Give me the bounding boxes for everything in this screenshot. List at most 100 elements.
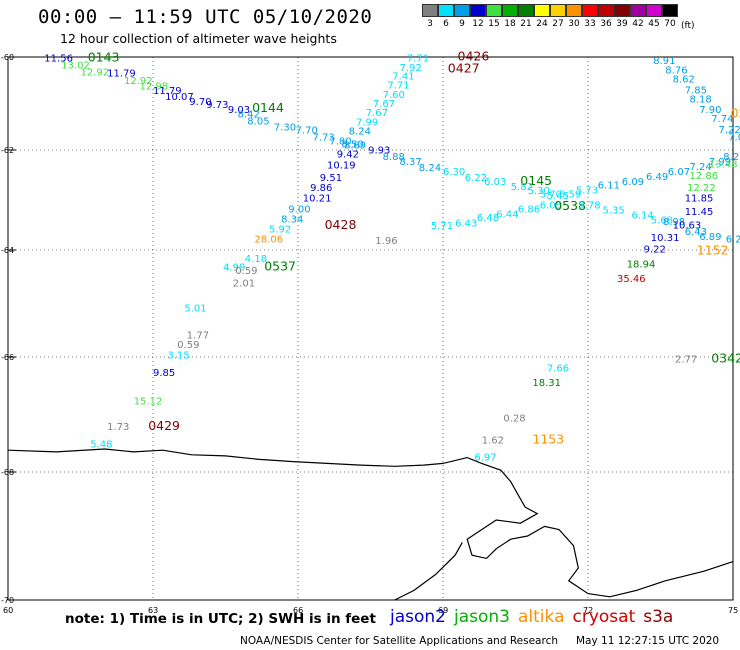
pass-time-label: 0426 [458,48,490,63]
wave-height-label: 1.96 [375,236,397,247]
wave-height-label: 11.79 [107,69,136,80]
latitude-label: -66 [1,353,14,362]
scale-label: 39 [616,19,628,29]
scale-bin: 6 [437,4,454,31]
latitude-tick [8,56,16,58]
latitude-tick [8,471,16,473]
pass-time-label: 0145 [520,173,552,188]
pass-time-label: 0342 [711,351,740,366]
scale-swatch [645,4,662,17]
pass-time-label: 1152 [697,242,729,257]
wave-height-label: 5.68 [651,216,673,227]
wave-height-label: 2.77 [675,355,697,366]
wave-height-label: 10.63 [673,221,702,232]
wave-height-label: 6.07 [668,167,690,178]
scale-swatch [421,4,438,17]
wave-height-label: 5.59 [559,190,581,201]
wave-height-label: 7.67 [366,108,388,119]
wave-height-label: 8.24 [419,163,441,174]
pass-time-label: 0143 [88,50,120,65]
scale-swatch [629,4,646,17]
scale-label: 70 [664,19,676,29]
wave-height-label: 7.67 [373,99,395,110]
wave-height-label: 8.98 [663,217,685,228]
legend-item: altika [518,607,565,627]
scale-bin: 21 [517,4,534,31]
latitude-label: -60 [1,53,14,62]
wave-height-label: 9.93 [368,146,390,157]
map-title: 00:00 – 11:59 UTC 05/10/2020 [38,6,373,28]
wave-height-label: 9.51 [320,173,342,184]
wave-height-label: 1.73 [107,422,129,433]
wave-height-label: 28.06 [255,235,284,246]
pass-time-label: 0428 [325,217,357,232]
wave-height-label: 7.85 [685,85,707,96]
wave-height-label: 5.01 [184,304,206,315]
wave-height-label: 5.70 [540,190,562,201]
scale-swatch [517,4,534,17]
wave-height-label: 8.42 [238,109,260,120]
legend-item: jason2 [390,607,446,627]
wave-height-label: 13.02 [61,61,90,72]
wave-height-label: 9.73 [206,100,228,111]
wave-height-label: 6.11 [598,181,620,192]
longitude-label: 72 [583,606,593,615]
scale-label: 36 [600,19,612,29]
wave-height-label: 9.70 [189,97,211,108]
wave-height-label: 4.18 [245,254,267,265]
wave-height-label: 8.76 [665,65,687,76]
scale-bin: 33 [581,4,598,31]
wave-height-label: 6.97 [474,453,496,464]
wave-height-label: 11.45 [685,207,714,218]
scale-label: 42 [632,19,644,29]
wave-height-label: 11.56 [44,54,73,65]
credit-timestamp: May 11 12:27:15 UTC 2020 [576,635,720,647]
scale-label: 21 [520,19,532,29]
pass-time-label: 0144 [252,100,284,115]
wave-height-label: 7.22 [719,125,740,136]
scale-bin: 18 [501,4,518,31]
wave-height-label: 7.70 [296,126,318,137]
wave-height-label: 9.42 [337,150,359,161]
scale-label: 15 [488,19,500,29]
color-scale: 3 6 9 12 15 18 21 24 27 30 33 36 39 42 45 70 (ft) [421,4,695,31]
wave-height-label: 7.41 [392,71,414,82]
wave-height-label: 13.48 [709,160,738,171]
wave-height-label: 8.69 [344,141,366,152]
wave-height-label: 12.92 [124,76,153,87]
latitude-label: -62 [1,146,14,155]
scale-label: 30 [568,19,580,29]
pass-time-label: 0538 [554,198,586,213]
wave-height-label: 6.86 [518,205,540,216]
coastline-inlet [394,542,463,601]
wave-height-label: 11.79 [153,86,182,97]
wave-height-label: 5.92 [269,225,291,236]
scale-swatch [549,4,566,17]
wave-height-label: 8.91 [653,56,675,67]
longitude-label: 60 [3,606,13,615]
scale-swatch [581,4,598,17]
wave-height-label: 9.86 [310,183,332,194]
legend-item: cryosat [572,607,636,627]
scale-bin: 9 [453,4,470,31]
wave-height-label: 2.01 [233,278,255,289]
pass-time-label: 1153 [532,431,564,446]
wave-height-label: 5.30 [528,186,550,197]
latitude-label: -70 [1,596,14,605]
scale-bin: 15 [485,4,502,31]
wave-height-label: 6.30 [443,167,465,178]
wave-height-label: 8.50 [342,140,364,151]
wave-height-label: 5.45 [547,191,569,202]
longitude-label: 69 [438,606,448,615]
wave-height-label: 7.30 [274,123,296,134]
credit-line: NOAA/NESDIS Center for Satellite Applica… [240,635,719,647]
legend-item: jason3 [454,607,510,627]
wave-height-label: 7.99 [356,117,378,128]
wave-height-label: 35.46 [617,274,646,285]
wave-height-label: 6.43 [455,219,477,230]
wave-height-label: 15.12 [134,397,163,408]
wave-height-label: 6.49 [646,172,668,183]
wave-height-label: 6.05 [540,201,562,212]
wave-height-label: 9.85 [153,368,175,379]
wave-height-label: 7.90 [699,105,721,116]
